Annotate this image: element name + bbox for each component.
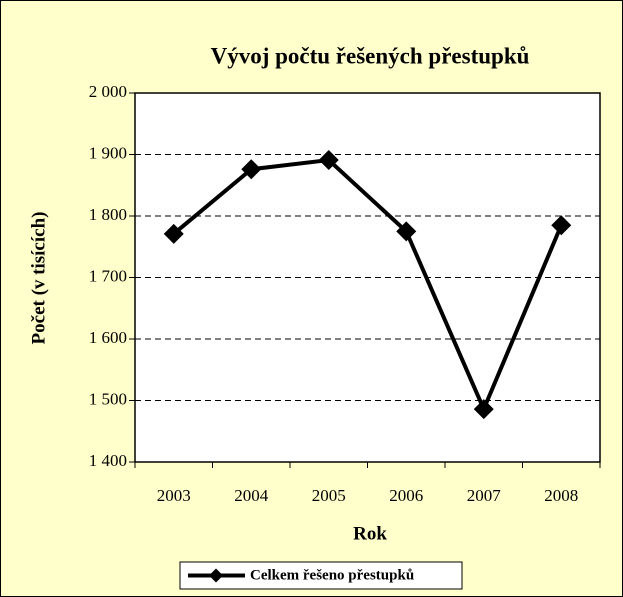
chart-title: Vývoj počtu řešených přestupků xyxy=(211,43,530,68)
y-tick-label: 2 000 xyxy=(89,82,127,101)
x-tick-label: 2003 xyxy=(157,486,191,505)
y-tick-label: 1 400 xyxy=(89,451,127,470)
x-tick-label: 2004 xyxy=(234,486,269,505)
legend-label: Celkem řešeno přestupků xyxy=(250,567,414,583)
x-tick-label: 2008 xyxy=(544,486,578,505)
y-axis-label: Počet (v tisících) xyxy=(28,212,49,345)
y-tick-label: 1 800 xyxy=(89,205,127,224)
series-line xyxy=(172,157,564,415)
y-tick-label: 1 600 xyxy=(89,328,127,347)
marker xyxy=(318,150,339,171)
y-tick-label: 1 500 xyxy=(89,389,127,408)
marker xyxy=(163,223,184,244)
marker xyxy=(551,215,572,236)
x-tick-label: 2005 xyxy=(312,486,346,505)
marker xyxy=(396,221,417,242)
x-tick-label: 2007 xyxy=(467,486,502,505)
x-tick-label: 2006 xyxy=(389,486,423,505)
marker xyxy=(473,399,494,420)
x-axis-label: Rok xyxy=(353,523,387,544)
marker xyxy=(241,159,262,180)
y-tick-label: 1 700 xyxy=(89,266,127,285)
y-tick-label: 1 900 xyxy=(89,143,127,162)
legend-marker xyxy=(209,568,223,583)
